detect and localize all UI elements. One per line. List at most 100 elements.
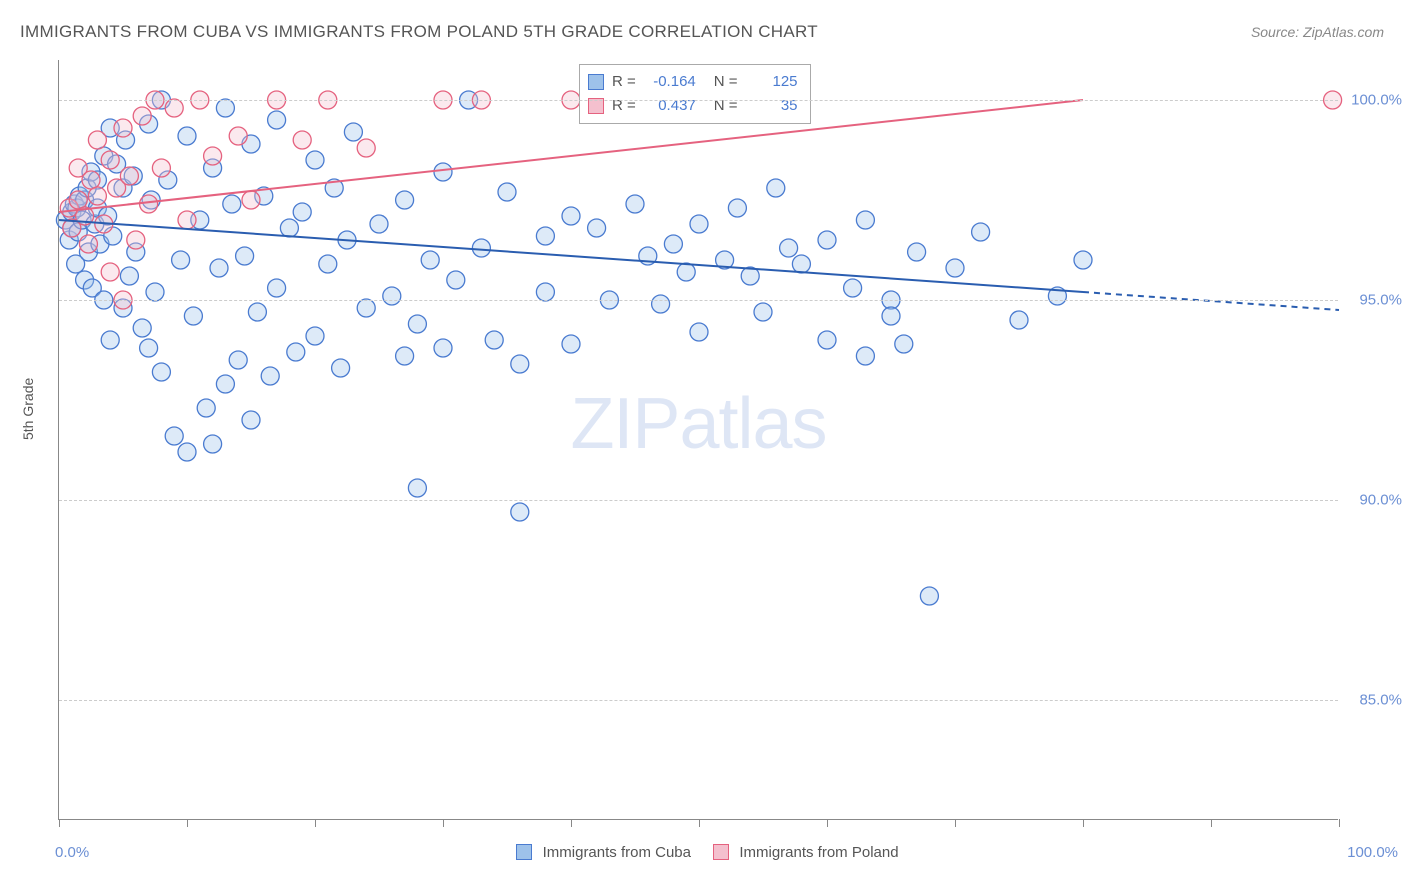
x-tick — [571, 819, 572, 827]
data-point — [268, 279, 286, 297]
x-tick — [443, 819, 444, 827]
data-point — [152, 159, 170, 177]
r-label: R = — [612, 94, 636, 118]
n-label: N = — [714, 70, 738, 94]
data-point — [588, 219, 606, 237]
r-label: R = — [612, 70, 636, 94]
data-point — [287, 343, 305, 361]
data-point — [184, 307, 202, 325]
data-point — [178, 127, 196, 145]
y-tick-label: 100.0% — [1351, 92, 1402, 109]
data-point — [780, 239, 798, 257]
data-point — [69, 191, 87, 209]
data-point — [447, 271, 465, 289]
stat-row-cuba: R = -0.164 N = 125 — [588, 70, 798, 94]
y-axis-label: 5th Grade — [20, 378, 36, 440]
data-point — [101, 263, 119, 281]
data-point — [1010, 311, 1028, 329]
data-point — [818, 331, 836, 349]
data-point — [216, 99, 234, 117]
data-point — [88, 131, 106, 149]
data-point — [133, 319, 151, 337]
x-tick — [955, 819, 956, 827]
x-tick — [315, 819, 316, 827]
bottom-legend: Immigrants from Cuba Immigrants from Pol… — [59, 844, 1338, 861]
data-point — [216, 375, 234, 393]
data-point — [562, 335, 580, 353]
data-point — [344, 123, 362, 141]
data-point — [562, 207, 580, 225]
data-point — [434, 163, 452, 181]
data-point — [127, 231, 145, 249]
x-tick — [1339, 819, 1340, 827]
gridline — [59, 500, 1338, 501]
data-point — [895, 335, 913, 353]
data-point — [882, 307, 900, 325]
data-point — [79, 235, 97, 253]
y-tick-label: 85.0% — [1359, 692, 1402, 709]
data-point — [165, 99, 183, 117]
data-point — [792, 255, 810, 273]
x-tick — [59, 819, 60, 827]
chart-title: IMMIGRANTS FROM CUBA VS IMMIGRANTS FROM … — [20, 22, 818, 42]
trend-line — [59, 220, 1083, 292]
data-point — [236, 247, 254, 265]
chart-svg — [59, 60, 1338, 819]
data-point — [408, 479, 426, 497]
data-point — [434, 339, 452, 357]
data-point — [626, 195, 644, 213]
data-point — [690, 215, 708, 233]
stat-row-poland: R = 0.437 N = 35 — [588, 94, 798, 118]
correlation-stat-box: R = -0.164 N = 125 R = 0.437 N = 35 — [579, 64, 811, 124]
data-point — [140, 339, 158, 357]
data-point — [248, 303, 266, 321]
gridline — [59, 700, 1338, 701]
legend-label-poland: Immigrants from Poland — [739, 844, 898, 861]
data-point — [133, 107, 151, 125]
x-tick — [187, 819, 188, 827]
data-point — [101, 331, 119, 349]
data-point — [319, 255, 337, 273]
y-tick-label: 90.0% — [1359, 492, 1402, 509]
data-point — [754, 303, 772, 321]
data-point — [120, 167, 138, 185]
data-point — [261, 367, 279, 385]
data-point — [908, 243, 926, 261]
data-point — [472, 239, 490, 257]
r-value-poland: 0.437 — [644, 94, 696, 118]
data-point — [268, 111, 286, 129]
data-point — [677, 263, 695, 281]
data-point — [88, 187, 106, 205]
data-point — [536, 283, 554, 301]
data-point — [511, 503, 529, 521]
data-point — [690, 323, 708, 341]
data-point — [511, 355, 529, 373]
data-point — [204, 435, 222, 453]
data-point — [664, 235, 682, 253]
data-point — [728, 199, 746, 217]
gridline — [59, 100, 1338, 101]
r-value-cuba: -0.164 — [644, 70, 696, 94]
data-point — [485, 331, 503, 349]
data-point — [101, 151, 119, 169]
data-point — [293, 131, 311, 149]
data-point — [332, 359, 350, 377]
data-point — [229, 351, 247, 369]
data-point — [242, 411, 260, 429]
y-tick-label: 95.0% — [1359, 292, 1402, 309]
x-tick — [827, 819, 828, 827]
x-max-label: 100.0% — [1347, 844, 1398, 861]
data-point — [280, 219, 298, 237]
data-point — [357, 139, 375, 157]
data-point — [223, 195, 241, 213]
x-tick — [1083, 819, 1084, 827]
data-point — [114, 119, 132, 137]
data-point — [408, 315, 426, 333]
data-point — [396, 191, 414, 209]
data-point — [972, 223, 990, 241]
legend-swatch-cuba — [516, 844, 532, 860]
gridline — [59, 300, 1338, 301]
n-label: N = — [714, 94, 738, 118]
data-point — [767, 179, 785, 197]
data-point — [652, 295, 670, 313]
